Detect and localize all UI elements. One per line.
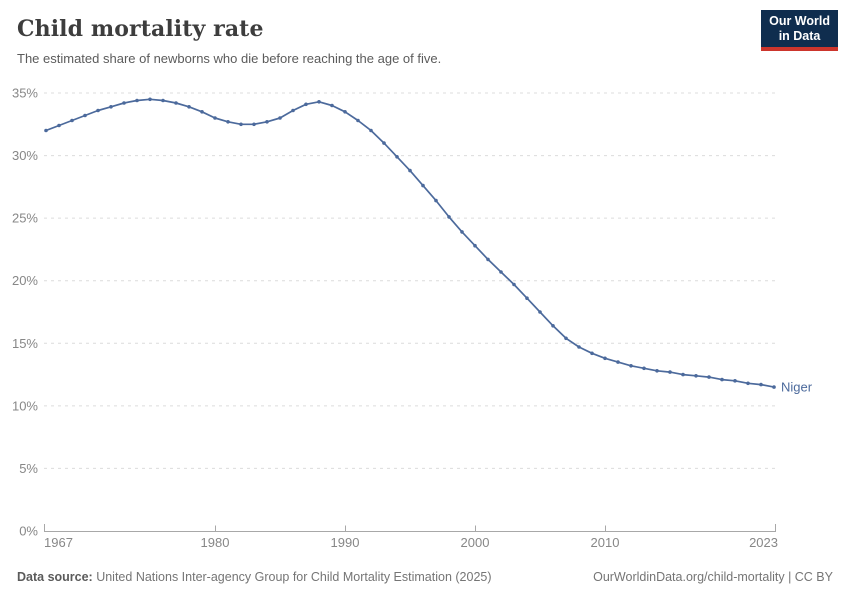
data-point-marker[interactable] (291, 108, 295, 113)
data-point-marker[interactable] (655, 369, 659, 373)
data-source-label: Data source: (17, 570, 93, 584)
data-point-marker[interactable] (499, 270, 503, 274)
data-point-marker[interactable] (187, 105, 191, 109)
data-point-marker[interactable] (304, 102, 308, 107)
x-tick-label: 2023 (749, 535, 778, 550)
data-point-marker[interactable] (278, 116, 282, 120)
y-tick-label: 30% (12, 148, 38, 163)
x-axis-labels: 1967 1980 1990 2000 2010 2023 (44, 535, 778, 550)
chart-title: Child mortality rate (17, 16, 264, 42)
data-point-marker[interactable] (109, 105, 113, 109)
data-point-marker[interactable] (681, 372, 685, 377)
data-point-marker[interactable] (252, 122, 256, 127)
data-point-marker[interactable] (551, 324, 555, 328)
data-point-marker[interactable] (447, 215, 451, 219)
data-point-marker[interactable] (720, 377, 724, 382)
owid-logo[interactable]: Our World in Data (761, 10, 838, 51)
data-point-marker[interactable] (70, 118, 74, 123)
series-line (45, 98, 775, 388)
data-point-marker[interactable] (486, 257, 490, 262)
data-source-note: Data source: United Nations Inter-agency… (17, 570, 492, 584)
data-point-marker[interactable] (473, 243, 477, 248)
y-tick-label: 10% (12, 398, 38, 413)
series-niger[interactable] (44, 97, 776, 389)
data-point-marker[interactable] (694, 374, 698, 378)
x-axis (44, 524, 776, 532)
y-tick-label: 20% (12, 273, 38, 288)
x-tick-label: 1980 (201, 535, 230, 550)
data-point-marker[interactable] (44, 128, 48, 133)
data-point-marker[interactable] (590, 351, 594, 356)
data-point-marker[interactable] (746, 381, 750, 386)
y-tick-label: 5% (19, 461, 38, 476)
data-point-marker[interactable] (564, 336, 568, 341)
data-point-marker[interactable] (343, 110, 347, 114)
x-tick-label: 2000 (461, 535, 490, 550)
data-point-marker[interactable] (707, 375, 711, 379)
data-point-marker[interactable] (772, 385, 776, 389)
entity-label-niger[interactable]: Niger (781, 380, 813, 395)
data-point-marker[interactable] (460, 230, 464, 234)
data-point-marker[interactable] (148, 97, 152, 102)
data-point-marker[interactable] (317, 100, 321, 104)
data-point-marker[interactable] (616, 360, 620, 364)
data-point-marker[interactable] (395, 155, 399, 159)
data-point-marker[interactable] (213, 116, 217, 120)
data-point-marker[interactable] (408, 168, 412, 173)
data-point-marker[interactable] (421, 183, 425, 188)
data-point-marker[interactable] (135, 98, 139, 103)
chart-header: Child mortality rate The estimated share… (17, 16, 441, 66)
data-point-marker[interactable] (330, 103, 334, 108)
data-point-marker[interactable] (356, 118, 360, 123)
data-point-marker[interactable] (603, 356, 607, 361)
data-point-marker[interactable] (57, 123, 61, 128)
owid-logo-line2: in Data (778, 29, 821, 43)
x-tick-label: 1990 (331, 535, 360, 550)
data-point-marker[interactable] (512, 282, 516, 287)
data-point-marker[interactable] (759, 382, 763, 387)
data-point-marker[interactable] (83, 113, 87, 118)
chart-footer: Data source: United Nations Inter-agency… (17, 570, 833, 584)
data-point-marker[interactable] (577, 345, 581, 349)
data-point-marker[interactable] (629, 364, 633, 368)
data-point-marker[interactable] (434, 198, 438, 203)
data-point-marker[interactable] (174, 101, 178, 105)
data-point-marker[interactable] (668, 370, 672, 374)
y-gridlines (44, 92, 776, 469)
data-point-marker[interactable] (733, 379, 737, 383)
chart-subtitle: The estimated share of newborns who die … (17, 51, 442, 66)
y-tick-label: 15% (12, 336, 38, 351)
data-point-marker[interactable] (525, 296, 529, 301)
x-tick-label: 1967 (44, 535, 73, 550)
data-point-marker[interactable] (369, 128, 373, 133)
data-source-text: United Nations Inter-agency Group for Ch… (92, 570, 492, 584)
data-point-marker[interactable] (96, 108, 100, 113)
y-tick-label: 0% (19, 524, 38, 539)
y-tick-label: 35% (12, 86, 38, 101)
data-point-marker[interactable] (122, 101, 126, 105)
x-tick-label: 2010 (591, 535, 620, 550)
data-point-marker[interactable] (239, 122, 243, 127)
data-point-marker[interactable] (265, 120, 269, 124)
y-axis-labels: 0% 5% 10% 15% 20% 25% 30% 35% (12, 86, 38, 539)
data-point-marker[interactable] (642, 366, 646, 371)
y-tick-label: 25% (12, 211, 38, 226)
data-point-marker[interactable] (161, 98, 165, 103)
data-point-marker[interactable] (538, 310, 542, 314)
data-point-marker[interactable] (226, 120, 230, 124)
data-point-marker[interactable] (382, 141, 386, 145)
attribution-link[interactable]: OurWorldinData.org/child-mortality | CC … (593, 570, 833, 584)
owid-logo-line1: Our World (769, 14, 830, 28)
data-point-marker[interactable] (200, 110, 204, 114)
